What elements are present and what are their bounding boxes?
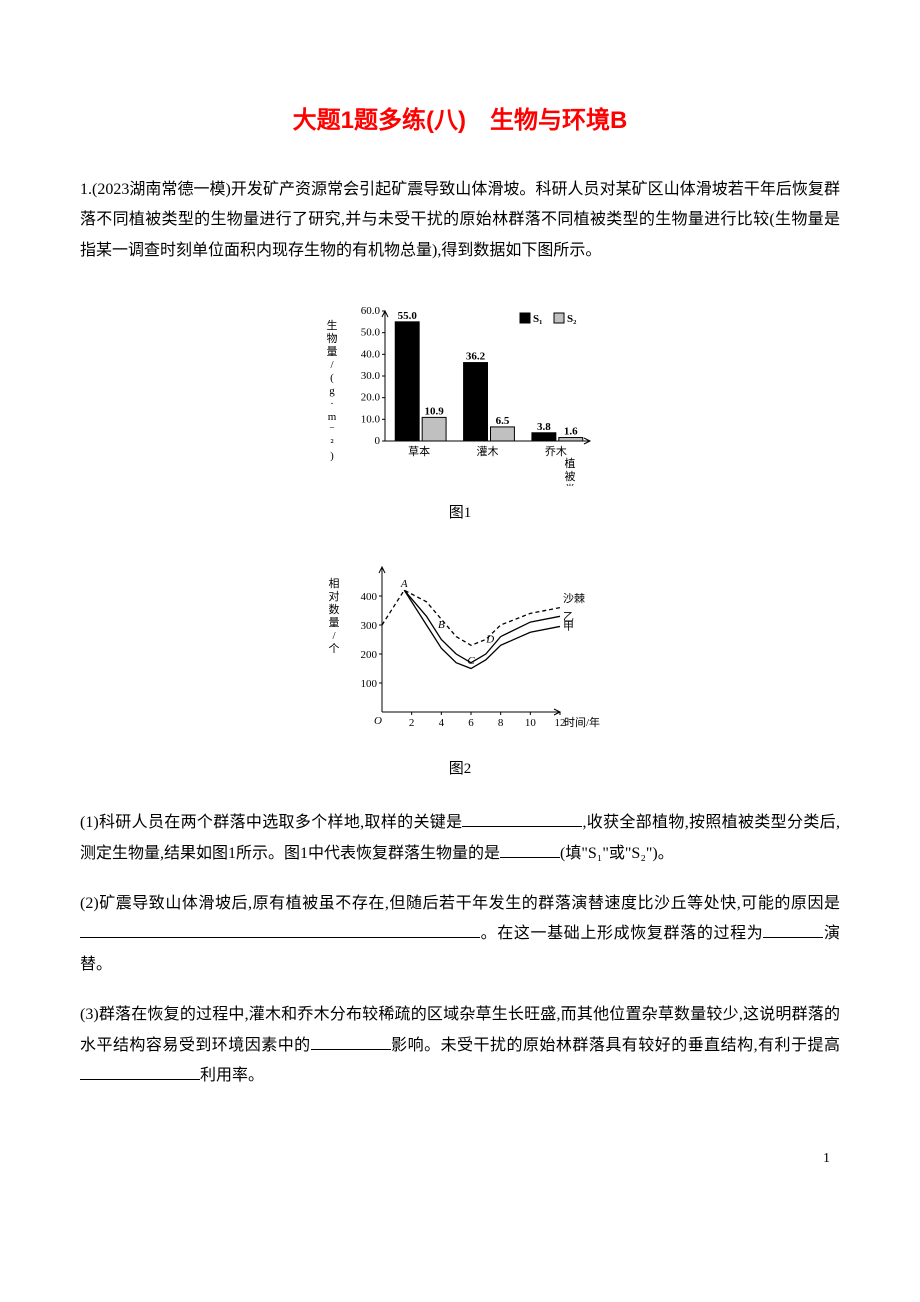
- svg-text:B: B: [438, 619, 445, 631]
- fig1-chart: 0 10.0 20.0 30.0 40.0 50.0 60.0 生物量/(g·m⁻²) 55.0…: [320, 296, 600, 486]
- svg-text:40.0: 40.0: [361, 349, 381, 361]
- svg-text:S₂: S₂: [567, 313, 577, 325]
- svg-text:g: g: [329, 385, 335, 397]
- svg-text:(: (: [330, 372, 334, 384]
- svg-text:植: 植: [565, 456, 576, 470]
- svg-text:m: m: [328, 411, 337, 423]
- figure-1: 0 10.0 20.0 30.0 40.0 50.0 60.0 生物量/(g·m⁻²) 55.0…: [80, 296, 840, 491]
- blank-3: [80, 937, 480, 938]
- svg-text:20.0: 20.0: [361, 392, 381, 404]
- svg-text:S₁: S₁: [533, 313, 542, 325]
- svg-text:6.5: 6.5: [496, 415, 510, 427]
- svg-text:草本: 草本: [408, 444, 430, 458]
- q1-sub1: (1)科研人员在两个群落中选取多个样地,取样的关键是,收获全部植物,按照植被类型…: [80, 808, 840, 869]
- q1-sub3: (3)群落在恢复的过程中,灌木和乔木分布较稀疏的区域杂草生长旺盛,而其他位置杂草…: [80, 1000, 840, 1091]
- svg-text:D: D: [485, 633, 494, 645]
- q1-stem: 1.(2023湖南常德一模)开发矿产资源常会引起矿震导致山体滑坡。科研人员对某矿…: [80, 175, 840, 266]
- q1-sub2: (2)矿震导致山体滑坡后,原有植被虽不存在,但随后若干年发生的群落演替速度比沙丘…: [80, 889, 840, 980]
- svg-text:⁻: ⁻: [329, 424, 335, 436]
- svg-text:50.0: 50.0: [361, 327, 381, 339]
- svg-text:60.0: 60.0: [361, 305, 381, 317]
- svg-text:甲: 甲: [563, 621, 574, 633]
- svg-text:0: 0: [375, 435, 381, 447]
- figure-2: 10020030040024681012O相对数量/个时间/年沙棘乙甲ABCD: [80, 552, 840, 747]
- q1-1a: (1)科研人员在两个群落中选取多个样地,取样的关键是: [80, 814, 462, 831]
- svg-text:10.0: 10.0: [361, 414, 381, 426]
- svg-text:乔木: 乔木: [545, 445, 567, 458]
- page-number: 1: [80, 1151, 840, 1167]
- svg-text:/: /: [330, 359, 334, 371]
- blank-6: [80, 1079, 200, 1080]
- svg-text:36.2: 36.2: [466, 351, 486, 363]
- svg-text:生: 生: [327, 318, 338, 332]
- svg-text:100: 100: [361, 678, 378, 690]
- svg-text:相: 相: [329, 577, 340, 590]
- svg-text:个: 个: [329, 642, 340, 655]
- svg-text:数: 数: [329, 603, 340, 616]
- svg-text:A: A: [400, 578, 408, 590]
- fig2-caption: 图2: [80, 757, 840, 778]
- svg-text:8: 8: [498, 717, 504, 729]
- svg-text:3.8: 3.8: [537, 421, 551, 433]
- svg-text:55.0: 55.0: [398, 310, 418, 322]
- svg-text:300: 300: [361, 620, 378, 632]
- page-title: 大题1题多练(八) 生物与环境B: [80, 100, 840, 135]
- blank-4: [763, 937, 823, 938]
- svg-text:200: 200: [361, 649, 378, 661]
- blank-5: [311, 1049, 391, 1050]
- q1-3b: 影响。未受干扰的原始林群落具有较好的垂直结构,有利于提高: [391, 1037, 840, 1054]
- q1-3c: 利用率。: [200, 1067, 264, 1084]
- blank-1: [462, 826, 582, 827]
- svg-text:2: 2: [409, 717, 415, 729]
- q1-2a: (2)矿震导致山体滑坡后,原有植被虽不存在,但随后若干年发生的群落演替速度比沙丘…: [80, 895, 840, 912]
- svg-text:沙棘: 沙棘: [563, 592, 585, 605]
- svg-text:²: ²: [330, 437, 334, 449]
- svg-text:): ): [330, 450, 334, 462]
- svg-text:6: 6: [468, 717, 474, 729]
- svg-text:物: 物: [327, 331, 338, 345]
- svg-text:时间/年: 时间/年: [564, 715, 600, 729]
- svg-text:4: 4: [439, 717, 445, 729]
- svg-text:·: ·: [330, 398, 334, 410]
- svg-text:/: /: [332, 630, 336, 642]
- blank-2: [500, 857, 560, 858]
- q1-1c: (填"S₁"或"S₂")。: [560, 845, 674, 862]
- svg-text:被: 被: [565, 470, 576, 483]
- svg-text:O: O: [374, 715, 382, 727]
- svg-text:30.0: 30.0: [361, 370, 381, 382]
- svg-text:灌木: 灌木: [477, 445, 499, 458]
- svg-text:1.6: 1.6: [564, 426, 578, 438]
- svg-text:对: 对: [329, 589, 340, 603]
- svg-text:量: 量: [329, 616, 340, 629]
- fig2-chart: 10020030040024681012O相对数量/个时间/年沙棘乙甲ABCD: [320, 552, 600, 742]
- q1-2b: 。在这一基础上形成恢复群落的过程为: [480, 925, 763, 942]
- svg-text:10.9: 10.9: [425, 406, 445, 418]
- svg-text:量: 量: [327, 345, 338, 358]
- svg-text:10: 10: [525, 717, 537, 729]
- svg-text:C: C: [467, 655, 475, 667]
- fig1-caption: 图1: [80, 501, 840, 522]
- svg-text:400: 400: [361, 591, 378, 603]
